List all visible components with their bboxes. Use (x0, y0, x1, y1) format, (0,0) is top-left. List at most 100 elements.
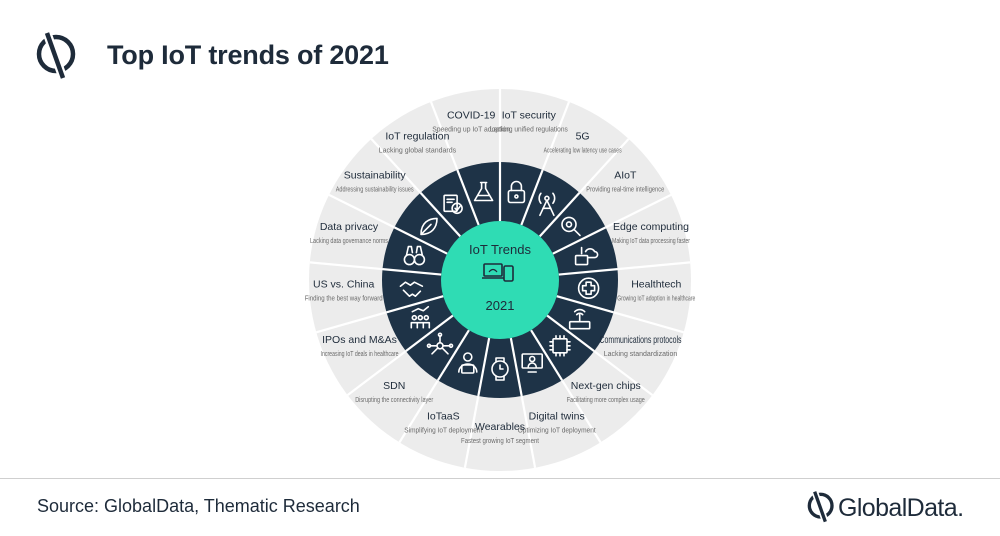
page-title: Top IoT trends of 2021 (107, 40, 389, 70)
ai-search-icon (561, 216, 581, 237)
iot-trends-wheel: IoT Trends 2021 IoT security Lacking unif… (305, 89, 695, 471)
padlock-icon (507, 180, 526, 204)
trend-label: AIoT Providing real-time intelligence (586, 169, 664, 193)
binoculars-icon (403, 245, 426, 266)
trend-description: Simplifying IoT deployment (404, 427, 482, 434)
growth-people-icon (410, 305, 431, 329)
trend-description: Facilitating more complex usage (567, 397, 645, 404)
inner-separator (552, 226, 607, 255)
smartwatch-icon (491, 357, 509, 381)
outer-separator (315, 311, 387, 334)
trend-description: Making IoT data processing faster (612, 238, 690, 245)
outer-separator (617, 261, 691, 271)
trend-label: COVID-19 Speeding up IoT adoption (432, 110, 510, 134)
inner-separator (386, 295, 444, 314)
digital-twin-icon (521, 353, 544, 373)
trend-label: Sustainability Addressing sustainability … (336, 169, 414, 193)
outer-separator (561, 379, 602, 443)
center-circle (441, 221, 559, 339)
trend-description: Growing IoT adoption in healthcare (617, 296, 695, 303)
trend-description: Optimizing IoT deployment (518, 427, 596, 434)
trend-description: Speeding up IoT adoption (432, 127, 510, 134)
trend-title: US vs. China (313, 279, 374, 291)
leaf-icon (420, 217, 438, 236)
globaldata-brand-icon (806, 488, 838, 531)
trend-title: IoTaaS (427, 410, 460, 422)
trend-label: Communications protocols Lacking standard… (600, 334, 682, 358)
globaldata-logo-icon (34, 30, 82, 87)
center-title: IoT Trends (469, 242, 531, 257)
trend-label: Next-gen chips Facilitating more complex … (567, 380, 645, 404)
inner-separator (393, 226, 448, 255)
outer-separator (520, 395, 537, 468)
source-note: Source: GlobalData, Thematic Research (37, 496, 360, 516)
trend-description: Lacking unified regulations (490, 127, 568, 134)
trend-title: Sustainability (344, 169, 407, 181)
trend-description: Lacking data governance norms (310, 238, 388, 245)
outer-separator (398, 379, 439, 443)
inner-separator (558, 268, 618, 276)
inner-separator (520, 169, 544, 226)
inner-separator (382, 268, 442, 276)
trend-description: Addressing sustainability issues (336, 186, 414, 193)
trend-label: IoT regulation Lacking global standards (379, 131, 457, 155)
outer-separator (605, 193, 672, 229)
trend-label: SDN Disrupting the connectivity layer (355, 380, 434, 404)
trend-description: Providing real-time intelligence (586, 186, 664, 193)
trend-label: Wearables Fastest growing IoT segment (461, 421, 539, 445)
trend-title: IoT regulation (385, 131, 449, 143)
trend-label: IPOs and M&As Increasing IoT deals in hea… (321, 334, 399, 358)
outer-separator (541, 101, 571, 171)
trend-description: Lacking standardization (604, 351, 678, 358)
inner-separator (530, 329, 564, 381)
trend-title: AIoT (614, 169, 637, 181)
outer-separator (429, 101, 459, 171)
chip-icon (549, 334, 571, 357)
inner-separator (509, 337, 523, 397)
edge-computing-icon (574, 246, 599, 266)
regulation-icon (443, 194, 463, 215)
outer-separator (370, 138, 422, 194)
trend-description: Lacking global standards (379, 148, 457, 155)
outer-separator (346, 350, 407, 396)
trend-title: IoT security (502, 110, 557, 122)
outer-separator (593, 350, 654, 396)
router-icon (568, 308, 591, 330)
trend-label: Healthtech Growing IoT adoption in health… (617, 279, 695, 303)
trend-title: 5G (576, 131, 590, 143)
trend-title: SDN (383, 380, 405, 392)
trend-label: IoT security Lacking unified regulations (490, 110, 568, 134)
trend-label: IoTaaS Simplifying IoT deployment (404, 410, 482, 434)
center-year: 2021 (486, 298, 515, 313)
inner-separator (456, 169, 480, 226)
outer-separator (328, 193, 395, 229)
trend-description: Increasing IoT deals in healthcare (321, 351, 399, 358)
trend-description: Accelerating low latency use cases (544, 148, 622, 155)
handshake-icon (399, 281, 424, 298)
flask-icon (473, 181, 494, 202)
inner-separator (546, 314, 595, 352)
trend-label: 5G Accelerating low latency use cases (544, 131, 622, 155)
trend-description: Fastest growing IoT segment (461, 438, 539, 445)
outer-separator (463, 395, 480, 468)
trend-label: Edge computing Making IoT data processing… (612, 221, 690, 245)
network-icon (426, 332, 454, 355)
trend-title: Data privacy (320, 221, 379, 233)
trend-title: Communications protocols (600, 334, 682, 346)
medical-cross-icon (577, 277, 600, 300)
trend-label: Data privacy Lacking data governance norm… (310, 221, 388, 245)
trend-label: US vs. China Finding the best way forward (305, 279, 383, 303)
outer-separator (309, 261, 383, 271)
inner-separator (477, 337, 491, 397)
trend-title: COVID-19 (447, 110, 496, 122)
trend-title: Wearables (475, 421, 525, 433)
trend-title: IPOs and M&As (322, 334, 397, 346)
inner-separator (538, 192, 581, 238)
inner-separator (556, 295, 614, 314)
outer-separator (613, 311, 685, 334)
trend-title: Digital twins (529, 410, 585, 422)
trend-title: Edge computing (613, 221, 689, 233)
developer-icon (457, 352, 478, 374)
trend-description: Finding the best way forward (305, 296, 383, 303)
brand-wordmark: GlobalData. (838, 494, 964, 522)
